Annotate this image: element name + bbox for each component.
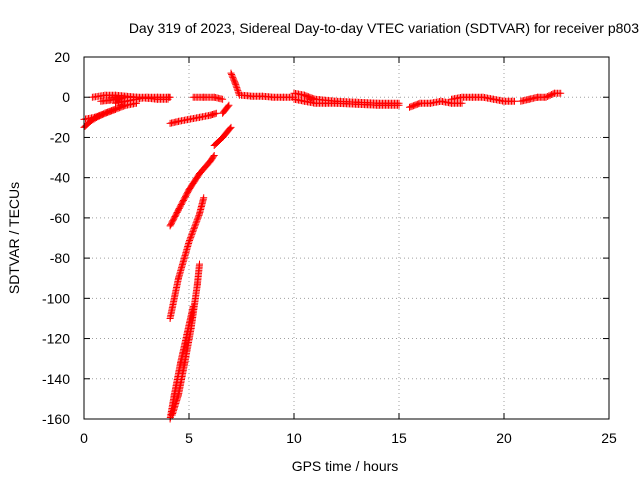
series-arc-h [166,194,208,322]
data-point [226,125,234,133]
x-tick-label: 15 [391,430,407,446]
data-point [112,105,119,113]
data-point [234,87,242,95]
data-point [187,234,195,242]
data-point [224,102,232,110]
data-point [210,152,218,160]
data-point [228,72,236,80]
data-point [225,101,233,109]
data-point [511,97,518,105]
data-point [193,217,201,225]
data-point [110,106,118,114]
x-axis-title: GPS time / hours [292,458,399,474]
data-point [229,75,237,83]
data-point [234,88,242,96]
series-arc-e [112,93,174,107]
data-point [194,213,202,221]
axes [83,56,610,420]
y-axis-title: SDTVAR / TECUs [6,182,22,294]
series-arc-r [332,99,403,109]
plot-frame [83,56,610,420]
y-tick-label: -80 [50,250,70,266]
series-arc-b [80,105,119,123]
data-point [458,99,466,107]
series-arc-k [189,93,227,103]
data-point [187,232,195,240]
data-point [549,90,557,98]
series-arc-g [166,152,218,230]
data-point [209,153,217,161]
data-point [191,222,199,230]
y-tick-label: -20 [50,129,70,145]
data-point [200,194,208,202]
y-tick-label: -120 [42,331,70,347]
x-tick-label: 5 [185,430,193,446]
x-tick-label: 20 [496,430,512,446]
data-point [191,223,199,231]
x-tick-label: 25 [601,430,617,446]
data-point [194,214,202,222]
data-point [193,216,201,224]
y-tick-label: -160 [42,411,70,427]
data-point [192,220,200,228]
data-point [195,211,203,219]
y-tick-label: 0 [62,89,70,105]
series-arc-m [219,101,233,117]
series-arc-t [448,93,518,105]
data-point [227,123,235,131]
tick-labels: 0 5 10 15 20 25 -160 -140 -120 -100 -80 -60 -40 -20 0 2… [42,49,617,446]
y-tick-label: 20 [54,49,70,65]
series-arc-s [406,97,466,111]
y-tick-label: -60 [50,210,70,226]
data-point [395,101,403,109]
series-arc-j [168,260,203,419]
y-tick-label: -100 [42,290,70,306]
y-tick-label: -40 [50,170,70,186]
data-point [212,109,220,117]
data-point [231,79,239,87]
data-point [233,85,241,93]
data-point [228,71,236,79]
data-point [188,231,196,239]
data-point [186,237,194,245]
data-point [232,81,240,89]
data-point [233,84,241,92]
series-arc-u [517,89,565,105]
data-point [188,229,196,237]
data-point [227,69,235,77]
data-point [189,226,197,234]
data-point [189,228,197,236]
data-point [185,238,193,246]
data-points [80,69,565,423]
data-point [231,78,239,86]
chart-title: Day 319 of 2023, Sidereal Day-to-day VTE… [129,20,639,36]
data-point [557,89,565,97]
data-point [219,95,227,103]
data-point [230,76,238,84]
series-arc-o [238,91,298,101]
y-tick-label: -140 [42,371,70,387]
data-point [192,219,200,227]
data-point [166,93,174,101]
series-arc-f [166,109,220,127]
series-arc-l [210,123,235,149]
x-tick-label: 10 [286,430,302,446]
x-tick-label: 0 [80,430,88,446]
data-point [232,82,240,90]
data-point [196,260,203,268]
data-point [229,73,237,81]
data-point [186,235,194,243]
data-point [190,225,198,233]
